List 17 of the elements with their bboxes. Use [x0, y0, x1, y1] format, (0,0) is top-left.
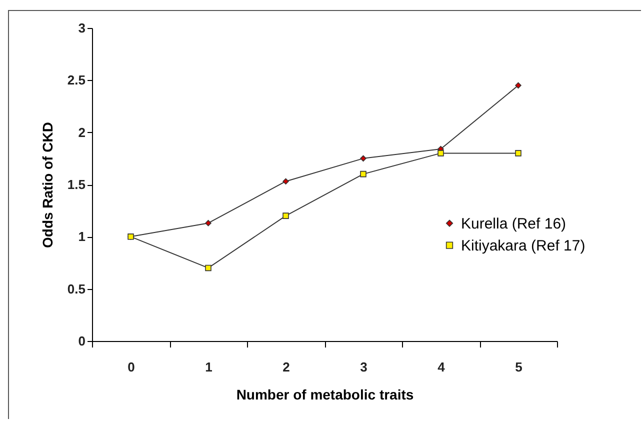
x-tick-label: 5 — [515, 360, 522, 374]
x-tick-label: 1 — [205, 360, 212, 374]
x-axis-title: Number of metabolic traits — [236, 386, 414, 402]
y-tick-label: 0.5 — [67, 281, 86, 296]
y-axis-title: Odds Ratio of CKD — [39, 122, 56, 248]
x-tick-label: 4 — [438, 360, 446, 374]
y-tick-label: 1 — [78, 229, 86, 244]
x-tick-label: 0 — [128, 360, 135, 374]
y-tick-label: 1.5 — [67, 177, 86, 192]
legend-label: Kurella (Ref 16) — [461, 215, 566, 232]
x-tick-label: 3 — [360, 360, 368, 374]
legend-label: Kitiyakara (Ref 17) — [461, 237, 586, 254]
y-tick-label: 0 — [78, 334, 86, 348]
x-tick-label: 2 — [282, 360, 290, 374]
y-tick-label: 3 — [78, 20, 86, 36]
y-tick-label: 2 — [78, 124, 86, 140]
y-tick-label: 2.5 — [67, 72, 86, 88]
